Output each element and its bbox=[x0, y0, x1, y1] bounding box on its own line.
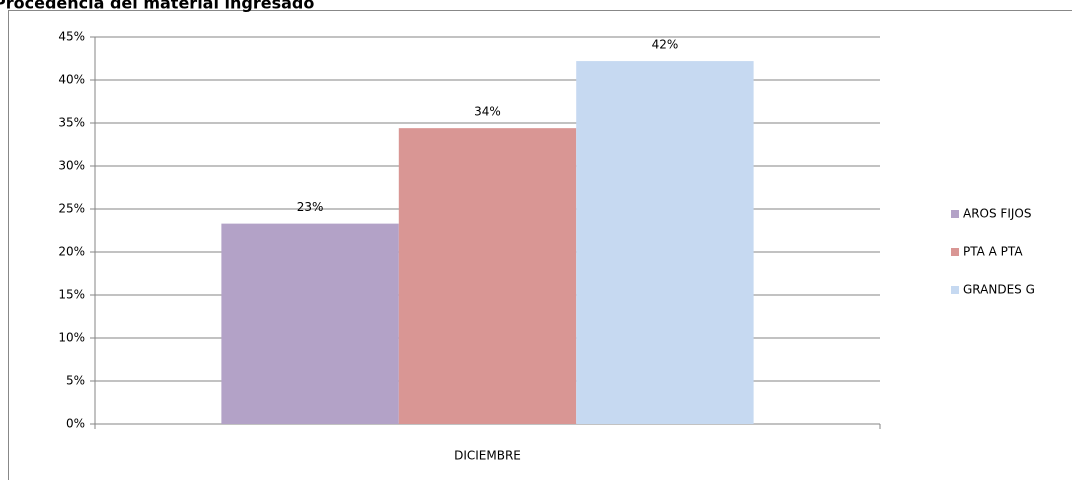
y-tick-label: 45% bbox=[58, 30, 85, 44]
legend-swatch bbox=[951, 210, 959, 218]
bar bbox=[398, 128, 577, 424]
bar bbox=[576, 61, 754, 425]
legend-swatch bbox=[951, 248, 959, 256]
data-label: 23% bbox=[297, 200, 324, 214]
y-tick-label: 15% bbox=[58, 288, 85, 302]
data-label: 42% bbox=[652, 38, 679, 52]
y-tick-label: 10% bbox=[58, 331, 85, 345]
y-tick-label: 0% bbox=[66, 417, 85, 431]
chart-title: Procedencia del material ingresado bbox=[0, 0, 314, 13]
data-label: 34% bbox=[474, 105, 501, 119]
y-tick-label: 35% bbox=[58, 116, 85, 130]
y-tick-label: 25% bbox=[58, 202, 85, 216]
y-tick-label: 30% bbox=[58, 159, 85, 173]
y-tick-label: 20% bbox=[58, 245, 85, 259]
legend-label: PTA A PTA bbox=[963, 245, 1023, 259]
x-tick-label: DICIEMBRE bbox=[454, 449, 521, 463]
bar bbox=[221, 223, 399, 424]
y-tick-label: 40% bbox=[58, 73, 85, 87]
legend-label: GRANDES G bbox=[963, 283, 1035, 297]
legend-swatch bbox=[951, 286, 959, 294]
legend-label: AROS FIJOS bbox=[963, 207, 1031, 221]
y-tick-label: 5% bbox=[66, 374, 85, 388]
